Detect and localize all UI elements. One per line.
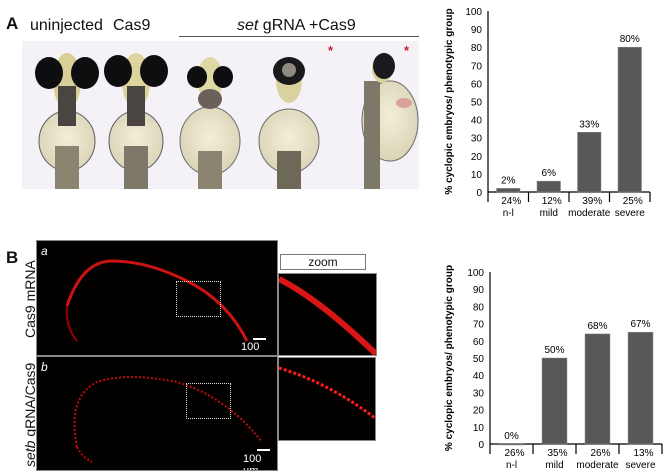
- bar-moderate: [584, 333, 611, 445]
- group-percentage: 24%: [501, 196, 521, 207]
- bar-moderate: [577, 132, 602, 193]
- bar-severe: [627, 331, 654, 445]
- y-tick-label: 40: [471, 116, 483, 127]
- group-percentage: 12%: [542, 196, 562, 207]
- embryo-uninjected: [35, 53, 99, 189]
- x-tick-label: n-l: [506, 460, 517, 471]
- zoom-label: zoom: [280, 254, 366, 270]
- scale-label-a: 100 µm: [241, 341, 260, 355]
- x-tick-label: mild: [545, 460, 563, 471]
- y-tick-label: 70: [471, 61, 483, 72]
- data-label: 6%: [542, 168, 557, 179]
- sublabel-b: b: [41, 360, 48, 374]
- y-tick-label: 50: [471, 98, 483, 109]
- x-tick-label: n-l: [503, 208, 514, 219]
- y-tick-label: 30: [473, 388, 485, 399]
- bar-mild: [536, 180, 561, 193]
- y-tick-label: 20: [473, 406, 485, 417]
- group-percentage: 35%: [547, 448, 567, 459]
- data-label: 68%: [587, 321, 607, 332]
- panel-b-letter: B: [6, 248, 19, 267]
- y-tick-label: 70: [473, 320, 485, 331]
- confocal-image-a: a 100 µm: [36, 240, 278, 356]
- bar-chart-a: % cyclopic embryos/ phenotypic group 0 10 2…: [444, 7, 651, 219]
- bar-n-l: [498, 443, 525, 446]
- zoom-signal-b: [279, 366, 375, 420]
- embryo-illustrations: * *: [35, 43, 419, 189]
- data-label: 2%: [501, 175, 516, 186]
- data-label: 50%: [544, 345, 564, 356]
- y-tick-label: 60: [473, 337, 485, 348]
- zoom-signal-a: [279, 276, 376, 355]
- x-tick-label: severe: [625, 460, 655, 471]
- group-underline: [179, 36, 419, 37]
- y-tick-label: 60: [471, 79, 483, 90]
- data-label: 80%: [620, 34, 640, 45]
- group-percentage: 39%: [582, 196, 602, 207]
- y-tick-label: 80: [473, 302, 485, 313]
- zoom-image-b: [278, 357, 376, 441]
- group-percentage: 26%: [590, 448, 610, 459]
- group-percentage: 26%: [504, 448, 524, 459]
- label-cas9: Cas9: [113, 17, 151, 34]
- bar-severe: [617, 46, 642, 193]
- y-tick-label: 10: [473, 423, 485, 434]
- y-tick-label: 90: [471, 25, 483, 36]
- asterisk-cyclopic-1: *: [328, 43, 334, 58]
- y-axis-label: % cyclopic embryos/ phenotypic group: [444, 8, 455, 194]
- embryo-photo-strip: * *: [22, 41, 419, 189]
- y-tick-label: 90: [473, 285, 485, 296]
- asterisk-cyclopic-2: *: [404, 43, 410, 58]
- x-tick-label: mild: [540, 208, 558, 219]
- signal-trace-a: [65, 259, 249, 342]
- bar-chart-b: % cyclopic embryos/ phenotypic group 0 10 2…: [444, 265, 663, 471]
- y-tick-label: 50: [473, 354, 485, 365]
- y-tick-label: 10: [471, 170, 483, 181]
- zoom-region-box-a: [176, 281, 221, 317]
- x-tick-label: moderate: [568, 208, 611, 219]
- embryo-moderate: [258, 57, 320, 189]
- group-percentage: 25%: [623, 196, 643, 207]
- gene-name-set: set: [237, 17, 259, 34]
- label-set-grna-cas9: set gRNA +Cas9: [237, 17, 356, 35]
- y-tick-label: 80: [471, 43, 483, 54]
- y-tick-label: 30: [471, 134, 483, 145]
- label-uninjected: uninjected: [30, 17, 103, 34]
- embryo-cas9: [104, 53, 168, 189]
- data-label: 0%: [504, 431, 519, 442]
- scale-bar-b: [257, 449, 270, 451]
- scale-label-b: 100 µm: [243, 453, 262, 471]
- panel-a-letter: A: [6, 14, 19, 33]
- y-tick-label: 0: [478, 440, 484, 451]
- y-tick-label: 0: [476, 188, 482, 199]
- x-tick-label: severe: [615, 208, 645, 219]
- group-percentage: 13%: [633, 448, 653, 459]
- y-tick-label: 100: [467, 268, 484, 279]
- signal-trace-b: [73, 376, 263, 463]
- bar-n-l: [496, 188, 521, 193]
- data-label: 67%: [630, 319, 650, 330]
- y-tick-label: 40: [473, 371, 485, 382]
- y-axis-label: % cyclopic embryos/ phenotypic group: [444, 265, 455, 451]
- data-label: 33%: [579, 119, 599, 130]
- scale-bar-a: [253, 338, 266, 340]
- bar-mild: [541, 357, 568, 445]
- embryo-severe: [361, 53, 419, 189]
- group-label-rest: gRNA +Cas9: [258, 17, 356, 34]
- y-tick-label: 20: [471, 152, 483, 163]
- sublabel-a: a: [41, 244, 48, 258]
- confocal-image-b: b 100 µm: [36, 356, 278, 471]
- embryo-mild: [179, 57, 241, 189]
- zoom-region-box-b: [186, 383, 231, 419]
- y-tick-label: 100: [465, 7, 482, 18]
- x-tick-label: moderate: [576, 460, 619, 471]
- zoom-image-a: [278, 273, 377, 356]
